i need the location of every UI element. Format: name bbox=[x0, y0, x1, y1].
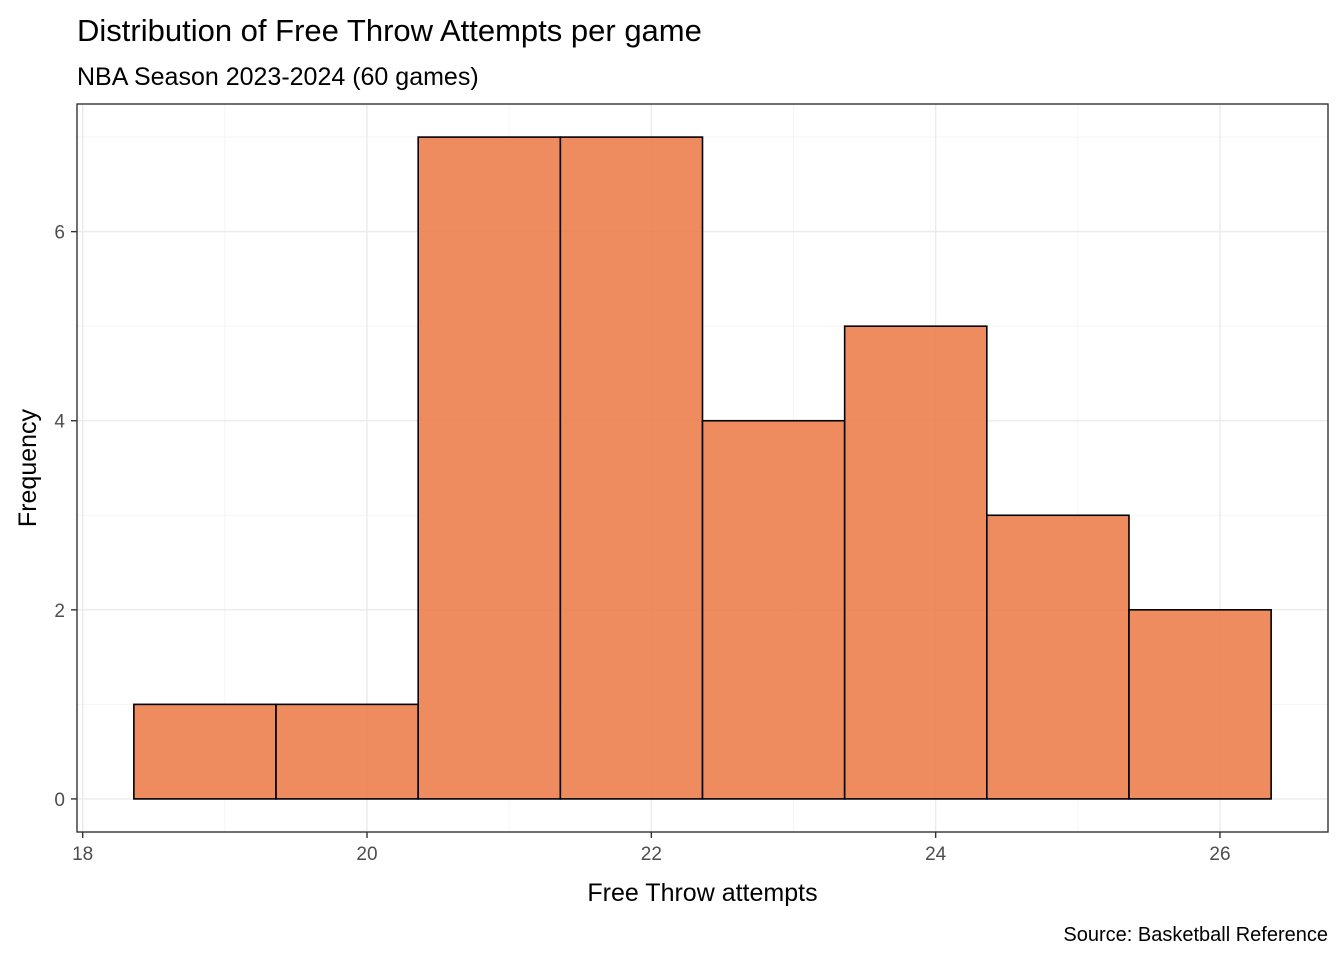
y-tick-label: 0 bbox=[54, 790, 65, 811]
histogram-bar-6 bbox=[843, 325, 988, 800]
chart-subtitle: NBA Season 2023-2024 (60 games) bbox=[77, 63, 479, 91]
y-tick-label: 2 bbox=[54, 601, 65, 622]
x-tick-label: 20 bbox=[356, 844, 377, 865]
histogram-bar-2 bbox=[275, 703, 419, 800]
x-axis-title: Free Throw attempts bbox=[587, 879, 817, 907]
chart-caption: Source: Basketball Reference bbox=[1063, 924, 1328, 946]
histogram-bar-3 bbox=[417, 136, 562, 800]
histogram-bars bbox=[133, 136, 1272, 800]
histogram-bar-7 bbox=[986, 514, 1130, 800]
histogram-bar-1 bbox=[133, 703, 277, 800]
y-tick-label: 6 bbox=[54, 223, 65, 244]
chart-title: Distribution of Free Throw Attempts per … bbox=[77, 13, 702, 48]
histogram-bar-4 bbox=[559, 136, 704, 800]
histogram-bar-5 bbox=[701, 419, 846, 800]
x-tick-label: 18 bbox=[72, 844, 93, 865]
histogram-bar-8 bbox=[1128, 609, 1272, 800]
y-axis-title: Frequency bbox=[14, 408, 42, 527]
x-tick-label: 24 bbox=[925, 844, 947, 865]
y-tick-label: 4 bbox=[54, 412, 65, 433]
x-tick-label: 22 bbox=[641, 844, 662, 865]
panel-border bbox=[76, 103, 1329, 833]
x-tick-label: 26 bbox=[1209, 844, 1230, 865]
